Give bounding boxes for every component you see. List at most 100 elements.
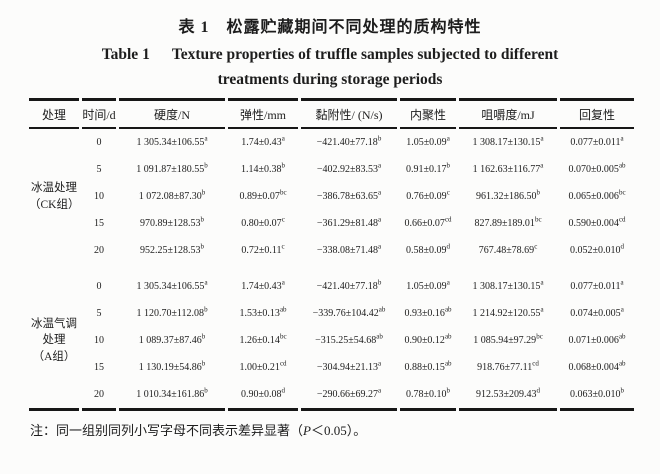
- time-cell: 10: [94, 335, 104, 346]
- value-cell: 0.590±0.004cd: [568, 215, 626, 229]
- value-cell: 0.76±0.09c: [406, 188, 450, 202]
- time-cell: 20: [94, 245, 104, 256]
- table-title-en-label: Table 1: [101, 46, 150, 63]
- group-label: 冰温气调 处理 （A组）: [29, 273, 79, 411]
- value-cell: −402.92±83.53a: [316, 161, 382, 175]
- time-cell: 0: [96, 281, 102, 292]
- time-cell: 15: [94, 218, 104, 229]
- value-cell: 1 162.63±116.77a: [472, 161, 544, 175]
- table-row: 20 1 010.34±161.86b 0.90±0.08d −290.66±69.2…: [29, 381, 634, 411]
- header-springiness: 弹性/mm: [228, 98, 298, 129]
- value-cell: 1 308.17±130.15a: [472, 134, 544, 148]
- table-title-cn: 表 1 松露贮藏期间不同处理的质构特性: [178, 19, 482, 36]
- value-cell: 0.90±0.08d: [228, 381, 298, 411]
- header-chewiness: 咀嚼度/mJ: [459, 98, 557, 129]
- value-cell: 0.074±0.005a: [570, 305, 624, 319]
- value-cell: 0.89±0.07bc: [239, 188, 287, 202]
- table-title-en-text: Texture properties of truffle samples su…: [171, 46, 559, 63]
- value-cell: 1 120.70±112.08b: [136, 305, 208, 319]
- value-cell: 0.071±0.006ab: [568, 332, 626, 346]
- value-cell: 970.89±128.53b: [140, 215, 204, 229]
- value-cell: 0.070±0.005ab: [568, 161, 626, 175]
- header-treatment: 处理: [29, 98, 79, 129]
- header-resilience: 回复性: [560, 98, 634, 129]
- value-cell: 912.53±209.43d: [459, 381, 557, 411]
- header-time: 时间/d: [82, 98, 116, 129]
- table-row: 20 952.25±128.53b 0.72±0.11c −338.08±71.48a…: [29, 237, 634, 264]
- value-cell: 0.93±0.16ab: [404, 305, 452, 319]
- value-cell: 0.063±0.010b: [560, 381, 634, 411]
- value-cell: −338.08±71.48a: [316, 242, 382, 256]
- value-cell: 961.32±186.50b: [476, 188, 540, 202]
- table-row: 15 970.89±128.53b 0.80±0.07c −361.29±81.48a…: [29, 210, 634, 237]
- value-cell: 0.66±0.07cd: [404, 215, 452, 229]
- table-row: 5 1 120.70±112.08b 1.53±0.13ab −339.76±104.…: [29, 300, 634, 327]
- header-row: 处理 时间/d 硬度/N 弹性/mm 黏附性/ (N/s) 内聚性 咀嚼度/mJ…: [29, 98, 634, 129]
- value-cell: 0.80±0.07c: [241, 215, 285, 229]
- header-adhesiveness: 黏附性/ (N/s): [301, 98, 397, 129]
- value-cell: 1 214.92±120.55a: [472, 305, 544, 319]
- value-cell: 0.077±0.011a: [570, 278, 624, 292]
- data-table: 处理 时间/d 硬度/N 弹性/mm 黏附性/ (N/s) 内聚性 咀嚼度/mJ…: [26, 98, 637, 411]
- value-cell: −339.76±104.42ab: [312, 305, 386, 319]
- value-cell: 827.89±189.01bc: [474, 215, 542, 229]
- value-cell: 1 305.34±106.55a: [136, 134, 208, 148]
- value-cell: 0.90±0.12ab: [404, 332, 452, 346]
- value-cell: 1.05±0.09a: [406, 134, 450, 148]
- value-cell: 1 308.17±130.15a: [472, 278, 544, 292]
- group-label: 冰温处理 （CK组）: [29, 182, 80, 211]
- group-spacer: [29, 264, 634, 273]
- value-cell: −315.25±54.68ab: [315, 332, 383, 346]
- value-cell: 0.068±0.004ab: [568, 359, 626, 373]
- table-row: 10 1 072.08±87.30b 0.89±0.07bc −386.78±63.6…: [29, 183, 634, 210]
- value-cell: 1.00±0.21cd: [239, 359, 287, 373]
- table-header: 处理 时间/d 硬度/N 弹性/mm 黏附性/ (N/s) 内聚性 咀嚼度/mJ…: [29, 98, 634, 129]
- value-cell: 0.72±0.11c: [241, 242, 285, 256]
- value-cell: −361.29±81.48a: [316, 215, 382, 229]
- table-row: 冰温气调 处理 （A组） 0 1 305.34±106.55a 1.74±0.43a −42…: [29, 273, 634, 411]
- value-cell: 0.91±0.17b: [406, 161, 450, 175]
- footnote-prefix: 注：同一组别同列小写字母不同表示差异显著（: [30, 423, 304, 438]
- value-cell: 767.48±78.69c: [478, 242, 538, 256]
- header-hardness: 硬度/N: [119, 98, 225, 129]
- value-cell: −290.66±69.27a: [301, 381, 397, 411]
- table-row: 冰温处理 （CK组） 0 1 305.34±106.55a 1.74±0.43a −421…: [29, 129, 634, 210]
- value-cell: 0.78±0.10b: [400, 381, 456, 411]
- value-cell: 1 010.34±161.86b: [119, 381, 225, 411]
- table-title-en-line2: treatments during storage periods: [217, 71, 443, 88]
- header-cohesiveness: 内聚性: [400, 98, 456, 129]
- value-cell: 1.26±0.14bc: [239, 332, 287, 346]
- footnote-p-symbol: P: [303, 423, 311, 438]
- value-cell: −421.40±77.18b: [316, 278, 382, 292]
- value-cell: 1.14±0.38b: [241, 161, 285, 175]
- value-cell: 1 089.37±87.46b: [138, 332, 206, 346]
- value-cell: −304.94±21.13a: [316, 359, 382, 373]
- value-cell: 0.58±0.09d: [406, 242, 450, 256]
- value-cell: 1 091.87±180.55b: [136, 161, 208, 175]
- time-cell: 15: [94, 362, 104, 373]
- table-body: 冰温处理 （CK组） 0 1 305.34±106.55a 1.74±0.43a −421…: [29, 129, 634, 411]
- table-row: 10 1 089.37±87.46b 1.26±0.14bc −315.25±54.6…: [29, 327, 634, 354]
- value-cell: 1 072.08±87.30b: [138, 188, 206, 202]
- time-cell: 20: [82, 381, 116, 411]
- value-cell: 1 130.19±54.86b: [138, 359, 206, 373]
- time-cell: 0: [96, 137, 102, 148]
- table-title-en: Table 1 Texture properties of truffle sam…: [0, 46, 660, 64]
- value-cell: 0.077±0.011a: [570, 134, 624, 148]
- value-cell: 1.05±0.09a: [406, 278, 450, 292]
- time-cell: 5: [96, 308, 102, 319]
- value-cell: 0.88±0.15ab: [404, 359, 452, 373]
- value-cell: −386.78±63.65a: [316, 188, 382, 202]
- value-cell: 1.53±0.13ab: [239, 305, 287, 319]
- table-row: 15 1 130.19±54.86b 1.00±0.21cd −304.94±21.1…: [29, 354, 634, 381]
- value-cell: 1.74±0.43a: [241, 134, 285, 148]
- time-cell: 5: [96, 164, 102, 175]
- footnote: 注：同一组别同列小写字母不同表示差异显著（P＜0.05）。: [30, 420, 660, 439]
- value-cell: 1 085.94±97.29bc: [473, 332, 543, 346]
- value-cell: 918.76±77.11cd: [477, 359, 539, 373]
- footnote-suffix: ＜0.05）。: [310, 423, 367, 438]
- value-cell: 0.052±0.010d: [570, 242, 624, 256]
- time-cell: 10: [94, 191, 104, 202]
- value-cell: 0.065±0.006bc: [568, 188, 626, 202]
